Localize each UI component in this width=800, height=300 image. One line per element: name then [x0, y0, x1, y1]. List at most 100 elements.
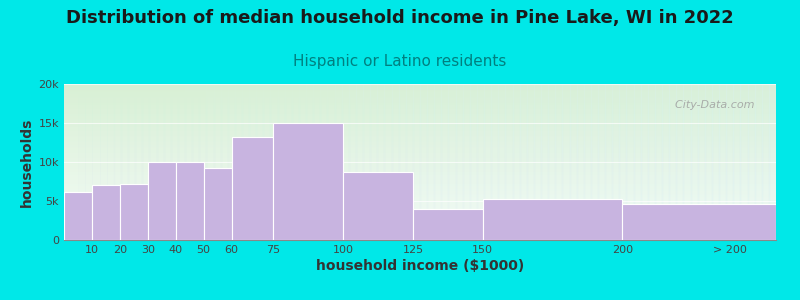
Bar [121, 84, 128, 240]
Bar [99, 84, 106, 240]
Bar [92, 185, 120, 240]
Bar [231, 137, 274, 240]
Bar [64, 167, 776, 168]
Bar [178, 84, 185, 240]
Bar [64, 142, 776, 143]
Text: Distribution of median household income in Pine Lake, WI in 2022: Distribution of median household income … [66, 9, 734, 27]
Bar [64, 87, 776, 89]
Bar [64, 84, 71, 240]
Bar [148, 162, 176, 240]
Bar [64, 192, 92, 240]
Bar [712, 84, 719, 240]
Bar [64, 196, 776, 198]
Bar [634, 84, 641, 240]
Bar [64, 154, 776, 156]
Bar [64, 232, 776, 234]
Bar [128, 84, 135, 240]
Bar [513, 84, 520, 240]
Bar [64, 175, 776, 176]
Bar [385, 84, 391, 240]
Bar [769, 84, 776, 240]
Bar [64, 214, 776, 215]
Bar [64, 104, 776, 106]
Bar [420, 84, 427, 240]
Bar [398, 84, 406, 240]
Bar [64, 195, 776, 196]
Bar [342, 84, 349, 240]
Bar [641, 84, 648, 240]
Bar [64, 221, 776, 223]
Bar [456, 84, 462, 240]
Bar [106, 84, 114, 240]
Bar [64, 190, 776, 192]
Bar [228, 84, 235, 240]
Bar [762, 84, 769, 240]
Bar [142, 84, 150, 240]
Bar [64, 123, 776, 124]
Bar [64, 120, 776, 122]
Bar [741, 84, 747, 240]
Bar [93, 84, 100, 240]
Bar [64, 103, 776, 104]
Bar [64, 182, 776, 184]
Bar [64, 156, 776, 157]
Bar [434, 84, 442, 240]
Bar [64, 235, 776, 237]
Bar [662, 84, 669, 240]
Bar [541, 84, 548, 240]
Bar [555, 84, 562, 240]
Y-axis label: households: households [20, 117, 34, 207]
Bar [204, 168, 231, 240]
Bar [698, 84, 705, 240]
Bar [734, 84, 741, 240]
Bar [64, 118, 776, 120]
Bar [370, 84, 378, 240]
Bar [343, 172, 413, 240]
Bar [726, 84, 734, 240]
Bar [477, 84, 484, 240]
Bar [263, 84, 270, 240]
Bar [64, 210, 776, 212]
Bar [64, 215, 776, 217]
Bar [64, 220, 776, 221]
Bar [299, 84, 306, 240]
Bar [612, 84, 619, 240]
Bar [64, 90, 776, 92]
Bar [64, 176, 776, 178]
Bar [64, 193, 776, 195]
Bar [526, 84, 534, 240]
Bar [690, 84, 698, 240]
Bar [64, 115, 776, 117]
Bar [64, 162, 776, 164]
Bar [484, 84, 491, 240]
Bar [64, 153, 776, 154]
Bar [192, 84, 199, 240]
Bar [64, 173, 776, 175]
Bar [270, 84, 278, 240]
Bar [570, 84, 577, 240]
Bar [64, 202, 776, 204]
Bar [64, 145, 776, 146]
Bar [64, 148, 776, 149]
Bar [406, 84, 413, 240]
Bar [256, 84, 263, 240]
Bar [64, 178, 776, 179]
Bar [64, 201, 776, 202]
Bar [185, 84, 192, 240]
Bar [363, 84, 370, 240]
Bar [64, 109, 776, 110]
Bar [413, 84, 420, 240]
Bar [64, 84, 776, 86]
Bar [349, 84, 356, 240]
Bar [64, 164, 776, 165]
Bar [64, 93, 776, 95]
Bar [605, 84, 612, 240]
Bar [64, 117, 776, 118]
Bar [214, 84, 221, 240]
Bar [64, 188, 776, 190]
Bar [64, 143, 776, 145]
Bar [584, 84, 591, 240]
Bar [64, 97, 776, 98]
Bar [378, 84, 385, 240]
Bar [449, 84, 456, 240]
